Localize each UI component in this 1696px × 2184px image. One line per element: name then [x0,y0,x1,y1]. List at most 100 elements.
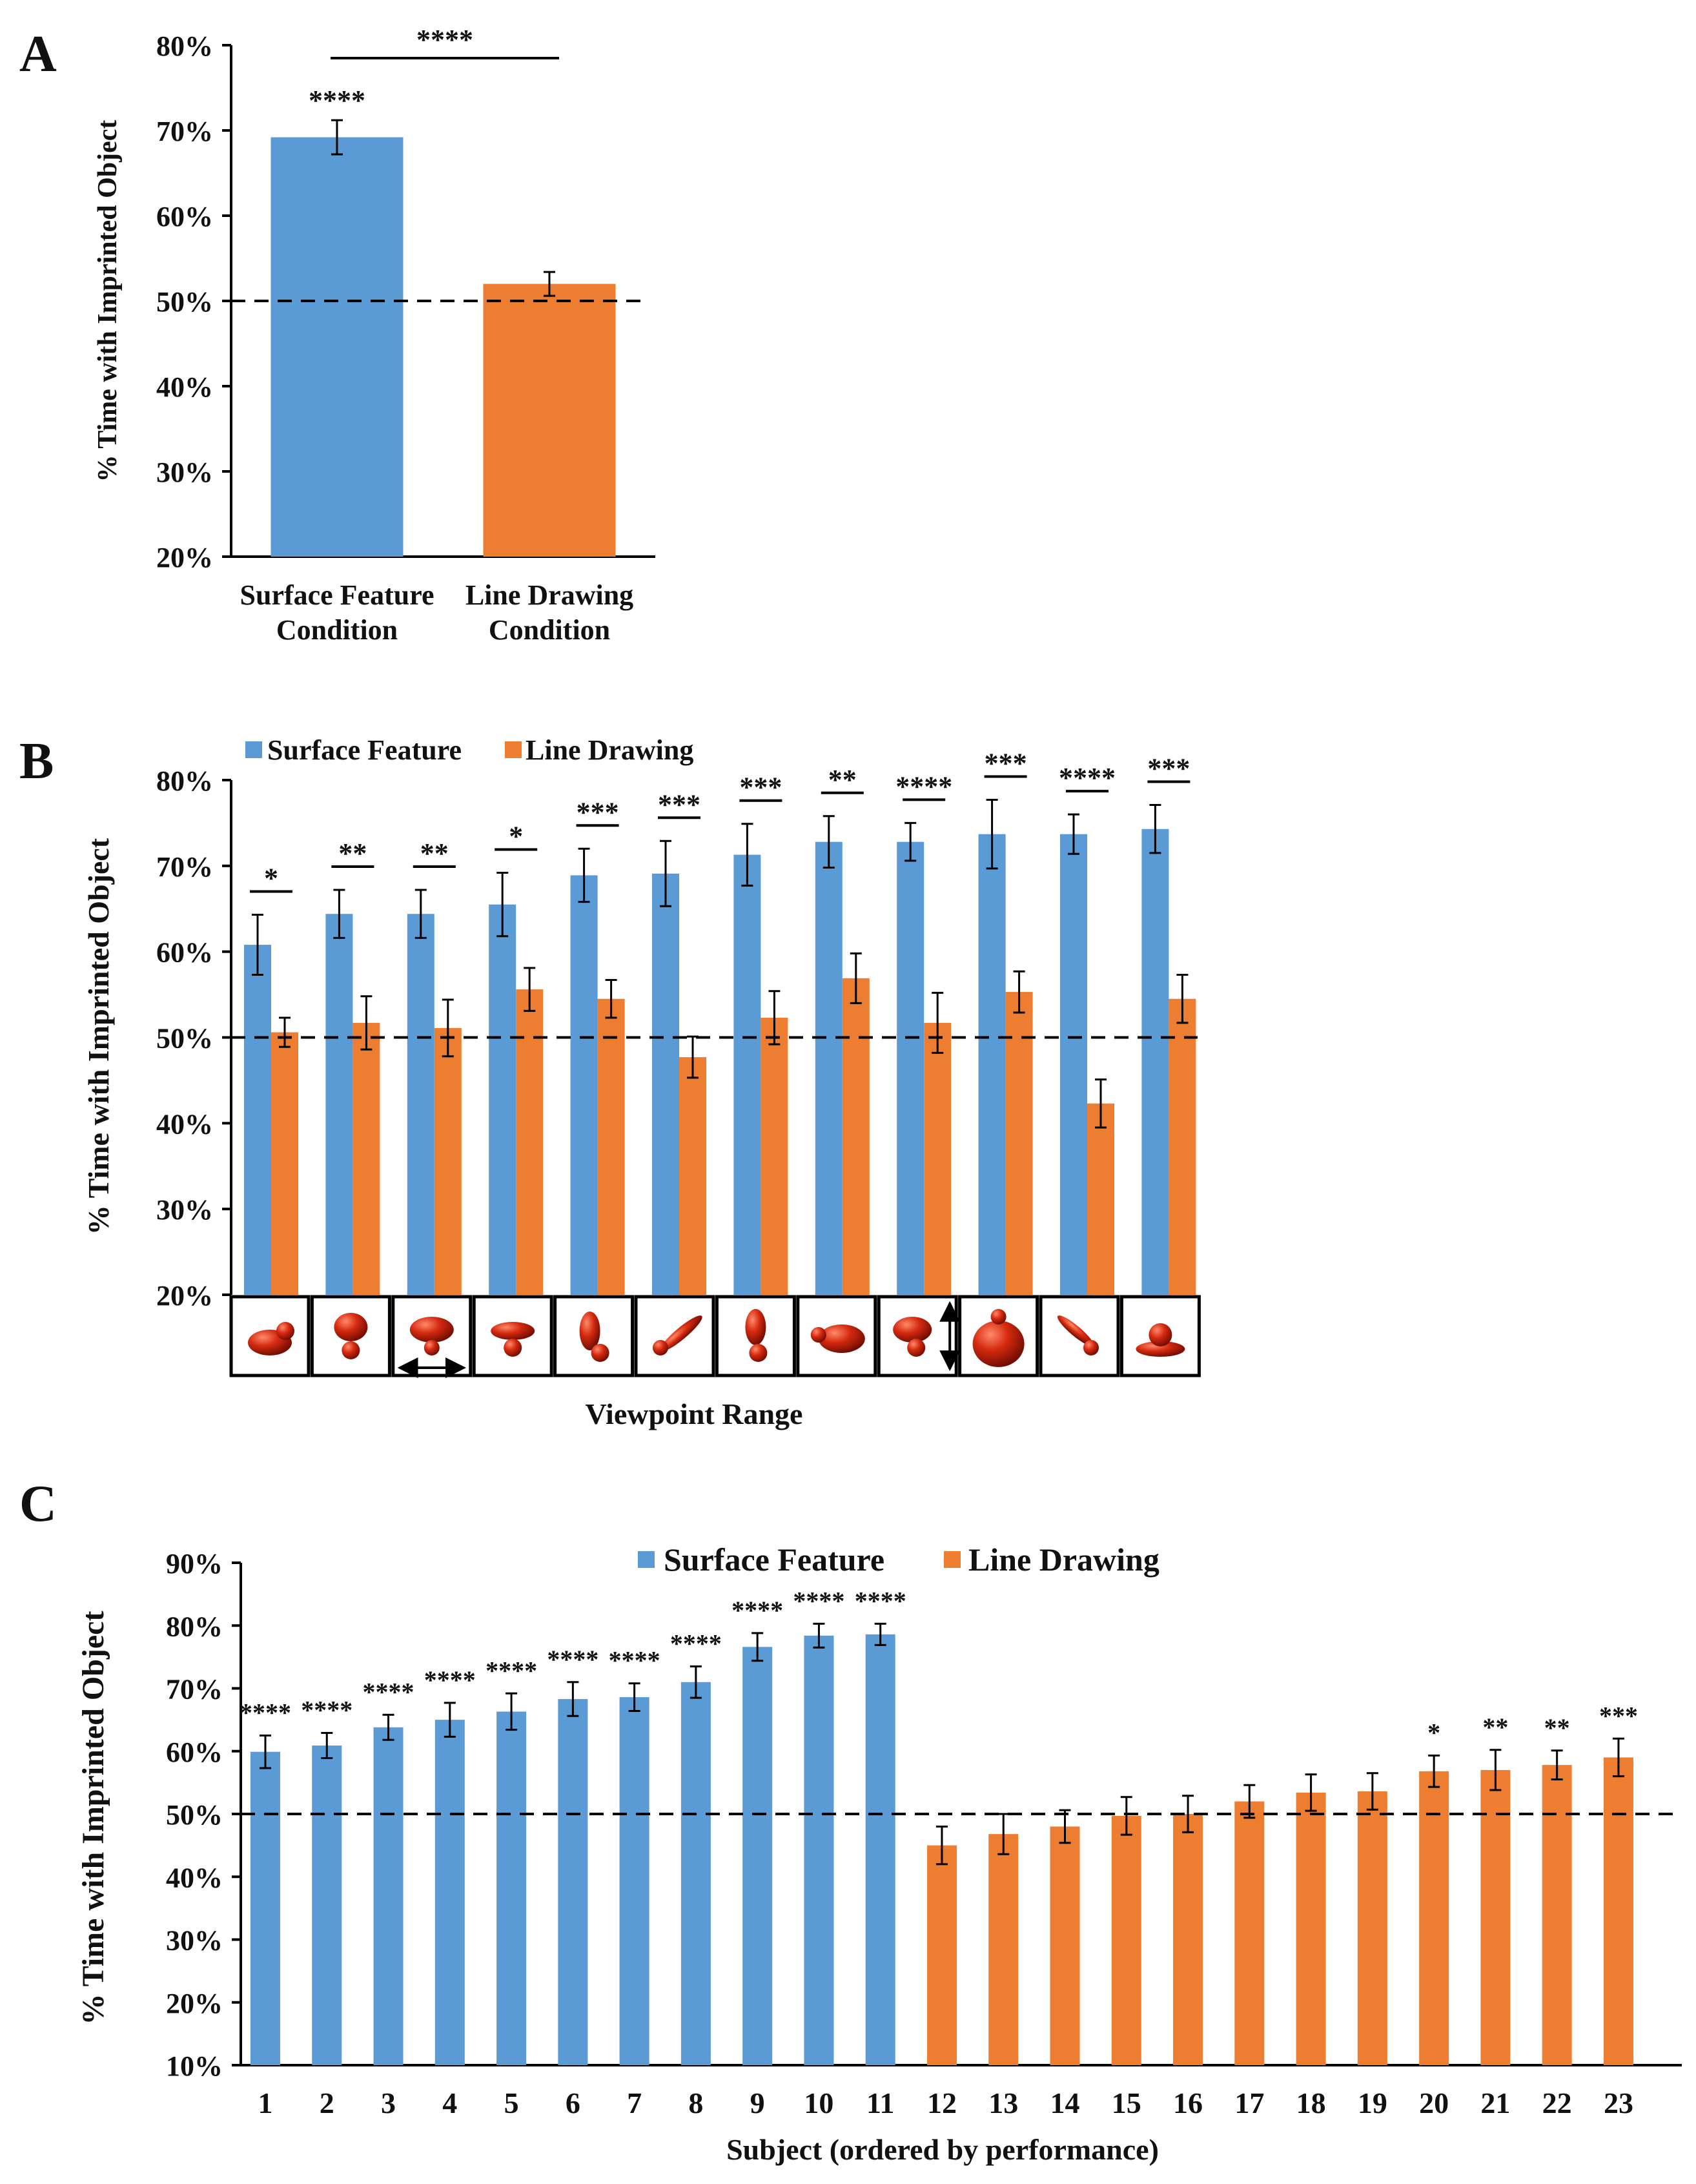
viewpoint-object-shape [810,1327,826,1343]
panel-label-b: B [19,733,54,790]
viewpoint-object-shape [579,1312,600,1350]
significance-mark: *** [658,788,700,820]
bar [619,1697,649,2065]
bar-surface-feature [570,875,598,1295]
x-axis-title: Viewpoint Range [586,1397,803,1430]
bar-line-drawing [679,1057,706,1295]
x-tick-label: 10 [804,2086,833,2119]
significance-mark: * [509,820,523,852]
bar [1357,1791,1387,2065]
bar-surface-feature [489,904,516,1295]
x-tick-label: 2 [320,2086,334,2119]
x-tick-label: 9 [750,2086,765,2119]
bar-line-drawing [924,1022,952,1295]
legend-swatch-surface-feature [245,741,262,758]
y-tick-label: 60% [166,1736,223,1768]
y-axis-title: % Time with Imprinted Object [93,120,123,482]
viewpoint-object-shape [591,1344,609,1362]
x-tick-label: 7 [627,2086,642,2119]
x-tick-label: 12 [927,2086,957,2119]
bar-line-drawing [842,978,870,1295]
y-axis-title: % Time with Imprinted Object [76,1611,110,2025]
bar [1480,1769,1511,2065]
bar-surface-feature [897,841,925,1295]
bar [1603,1757,1633,2065]
significance-mark: **** [301,1696,352,1725]
bar-line-drawing [434,1027,462,1295]
bar [1542,1765,1572,2065]
bar-line-drawing [352,1022,380,1295]
bar-surface-feature [1060,834,1087,1295]
significance-mark: **** [485,1656,537,1685]
bar-surface-feature [733,854,761,1295]
bar [434,1720,465,2065]
viewpoint-object-shape [653,1340,668,1355]
x-tick-label: 20 [1419,2086,1449,2119]
y-axis-title: % Time with Imprinted Object [82,838,115,1235]
x-category-label: Line Drawing [465,579,633,611]
significance-mark: ** [420,838,449,869]
bar [250,1751,280,2065]
significance-mark: **** [731,1596,783,1625]
y-tick-label: 80% [156,30,213,62]
bar-surface-feature [1141,829,1169,1295]
bar [558,1699,588,2065]
viewpoint-object-shape [1083,1340,1099,1355]
comparison-significance: **** [416,24,473,56]
significance-mark: **** [363,1677,414,1706]
significance-mark: ** [1544,1713,1570,1742]
y-tick-label: 80% [166,1611,223,1642]
bar-line-drawing [761,1017,788,1295]
bar-surface-feature [815,841,843,1295]
significance-mark: **** [309,85,365,116]
x-tick-label: 3 [381,2086,396,2119]
viewpoint-object-shape [972,1321,1025,1367]
significance-mark: ** [338,838,367,869]
x-tick-label: 18 [1296,2086,1326,2119]
bar [1111,1815,1141,2065]
viewpoint-object-shape [409,1317,454,1343]
x-axis-title: Subject (ordered by performance) [726,2133,1159,2166]
y-tick-label: 20% [156,1280,213,1312]
x-tick-label: 1 [258,2086,273,2119]
bar [1296,1792,1326,2065]
panel-c-chart: 10% 20% 30% 40% 50% 60% 70% 80% 90% % Time with I… [76,1541,1682,2166]
significance-mark: **** [547,1645,598,1674]
significance-mark: **** [855,1586,906,1615]
bar [373,1727,404,2065]
bar [742,1647,773,2065]
viewpoint-object-shape [334,1313,368,1341]
y-tick-label: 70% [156,116,213,147]
significance-mark: *** [1599,1701,1638,1730]
bar-surface-feature [978,834,1006,1295]
viewpoint-object-shape [990,1309,1006,1324]
significance-mark: ** [1482,1713,1508,1742]
x-tick-label: 11 [866,2086,894,2119]
bar-line-drawing [516,989,544,1295]
y-tick-label: 60% [156,937,213,969]
viewpoint-object-shape [424,1340,440,1355]
significance-mark: **** [670,1629,722,1658]
bar [804,1635,834,2065]
x-tick-label: 19 [1358,2086,1387,2119]
y-tick-label: 50% [156,1023,213,1055]
viewpoint-object-shape [907,1339,926,1357]
y-tick-label: 40% [156,1108,213,1140]
bar-line-drawing [1087,1103,1114,1295]
significance-mark: *** [985,748,1027,779]
y-tick-label: 40% [166,1862,223,1893]
viewpoint-object-shape [491,1322,535,1340]
y-tick-label: 80% [156,765,213,797]
x-tick-label: 6 [566,2086,580,2119]
y-tick-label: 50% [166,1799,223,1831]
viewpoint-object-shape [1057,1315,1094,1346]
y-tick-label: 70% [156,851,213,883]
significance-mark: **** [895,770,952,802]
viewpoint-object-shape [749,1344,768,1362]
bar [926,1845,957,2065]
y-tick-label: 30% [156,1194,213,1226]
x-category-label: Condition [276,614,398,646]
legend-swatch-line-drawing [505,741,522,758]
viewpoint-object-shape [1149,1323,1172,1346]
viewpoint-object-shape [660,1315,702,1352]
